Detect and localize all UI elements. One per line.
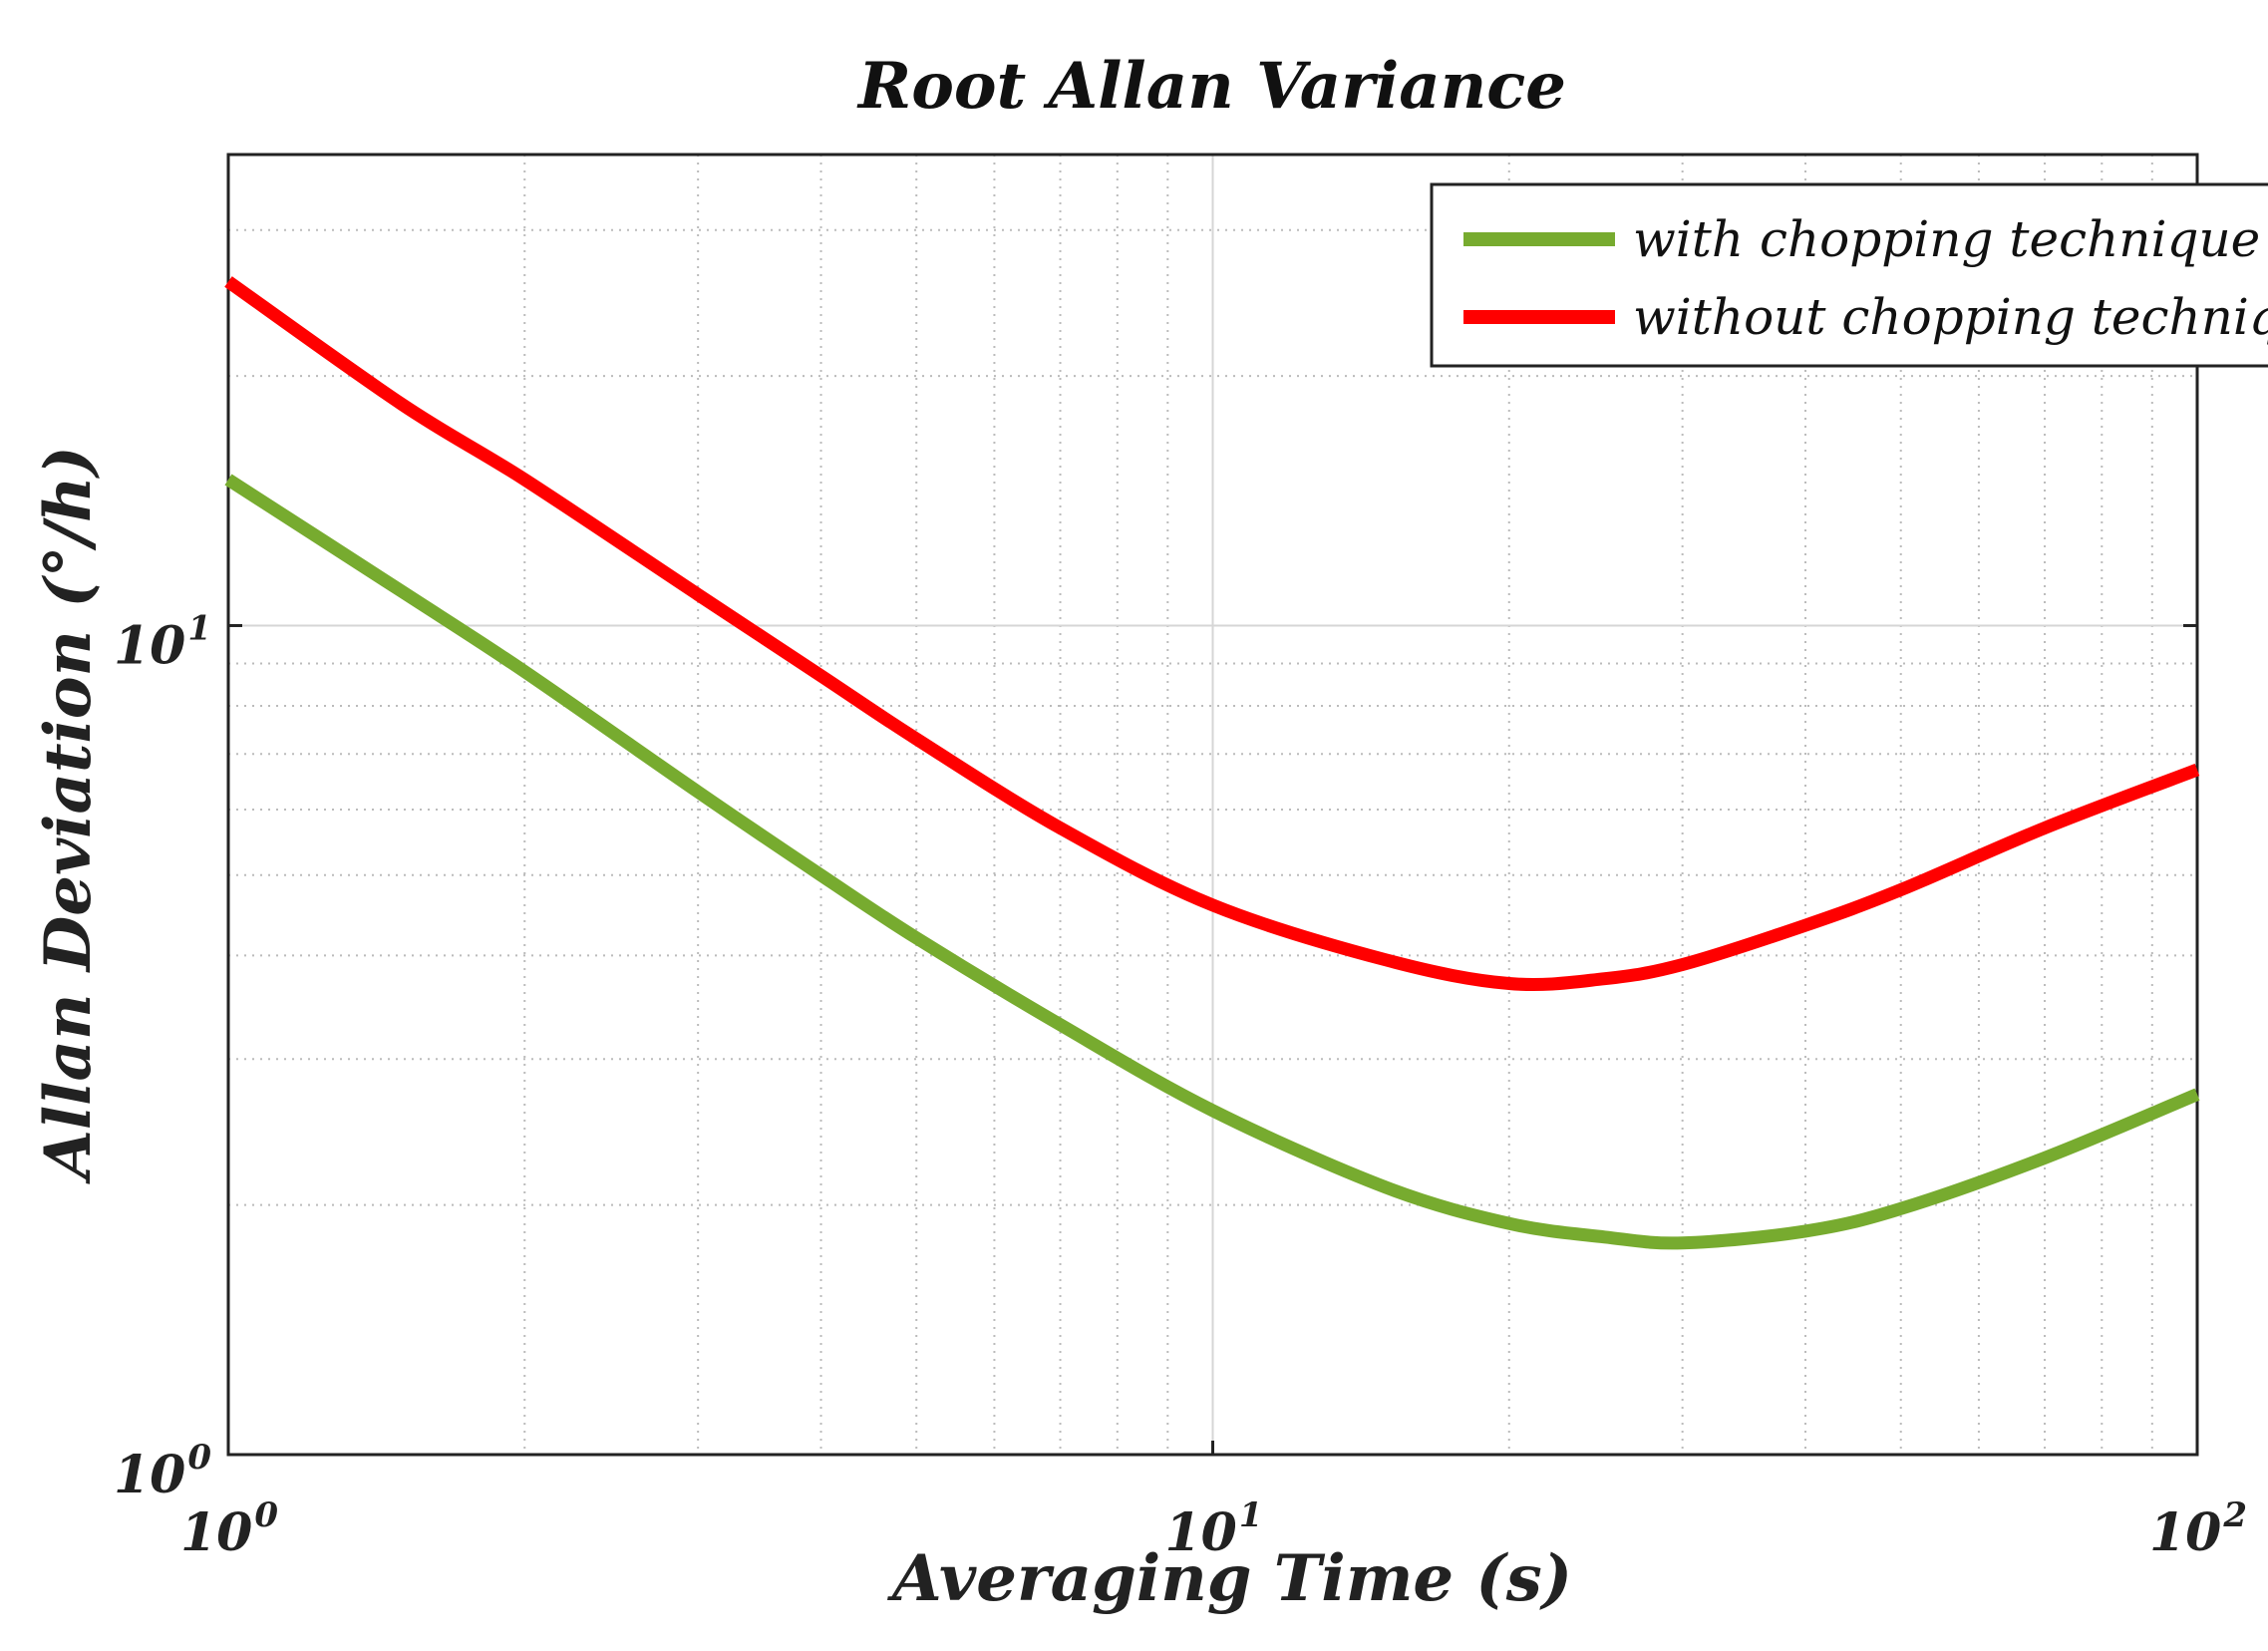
legend-label-without-chopping: without chopping technique bbox=[1633, 288, 2268, 346]
y-axis-label: Allan Deviation (°/h) bbox=[31, 446, 106, 1184]
y-tick-label: 10 1 bbox=[114, 608, 211, 676]
x-tick-label-exp: 1 bbox=[1239, 1495, 1263, 1535]
x-tick-label-exp: 0 bbox=[254, 1495, 278, 1535]
x-tick-label: 10 0 bbox=[180, 1495, 278, 1563]
x-axis-label: Averaging Time (s) bbox=[887, 1541, 1572, 1616]
x-tick-label-base: 10 bbox=[2149, 1502, 2221, 1563]
tick-labels: 10 0 10 1 10 210 010 1 bbox=[114, 608, 2247, 1563]
x-tick-label: 10 2 bbox=[2149, 1495, 2247, 1563]
x-tick-label: 10 1 bbox=[1164, 1495, 1262, 1563]
x-tick-label-base: 10 bbox=[180, 1502, 252, 1563]
y-tick-label: 10 0 bbox=[114, 1438, 211, 1505]
series-layer bbox=[224, 276, 2200, 1250]
y-tick-label-base: 10 bbox=[114, 1445, 185, 1505]
y-tick-label-exp: 1 bbox=[187, 608, 211, 648]
y-tick-label-base: 10 bbox=[114, 615, 185, 676]
legend-label-with-chopping: with chopping technique bbox=[1633, 210, 2260, 268]
legend-box bbox=[1430, 182, 2268, 368]
x-tick-label-exp: 2 bbox=[2222, 1495, 2247, 1535]
chart-title: Root Allan Variance bbox=[856, 49, 1566, 124]
legend: with chopping technique without chopping… bbox=[1430, 182, 2268, 368]
plot-frame bbox=[226, 153, 2199, 1457]
grid-lines bbox=[226, 155, 2199, 1457]
x-tick-label-base: 10 bbox=[1164, 1502, 1236, 1563]
series-line-with-chopping bbox=[224, 474, 2200, 1250]
y-tick-label-exp: 0 bbox=[187, 1438, 211, 1478]
series-line-without-chopping bbox=[224, 276, 2200, 992]
